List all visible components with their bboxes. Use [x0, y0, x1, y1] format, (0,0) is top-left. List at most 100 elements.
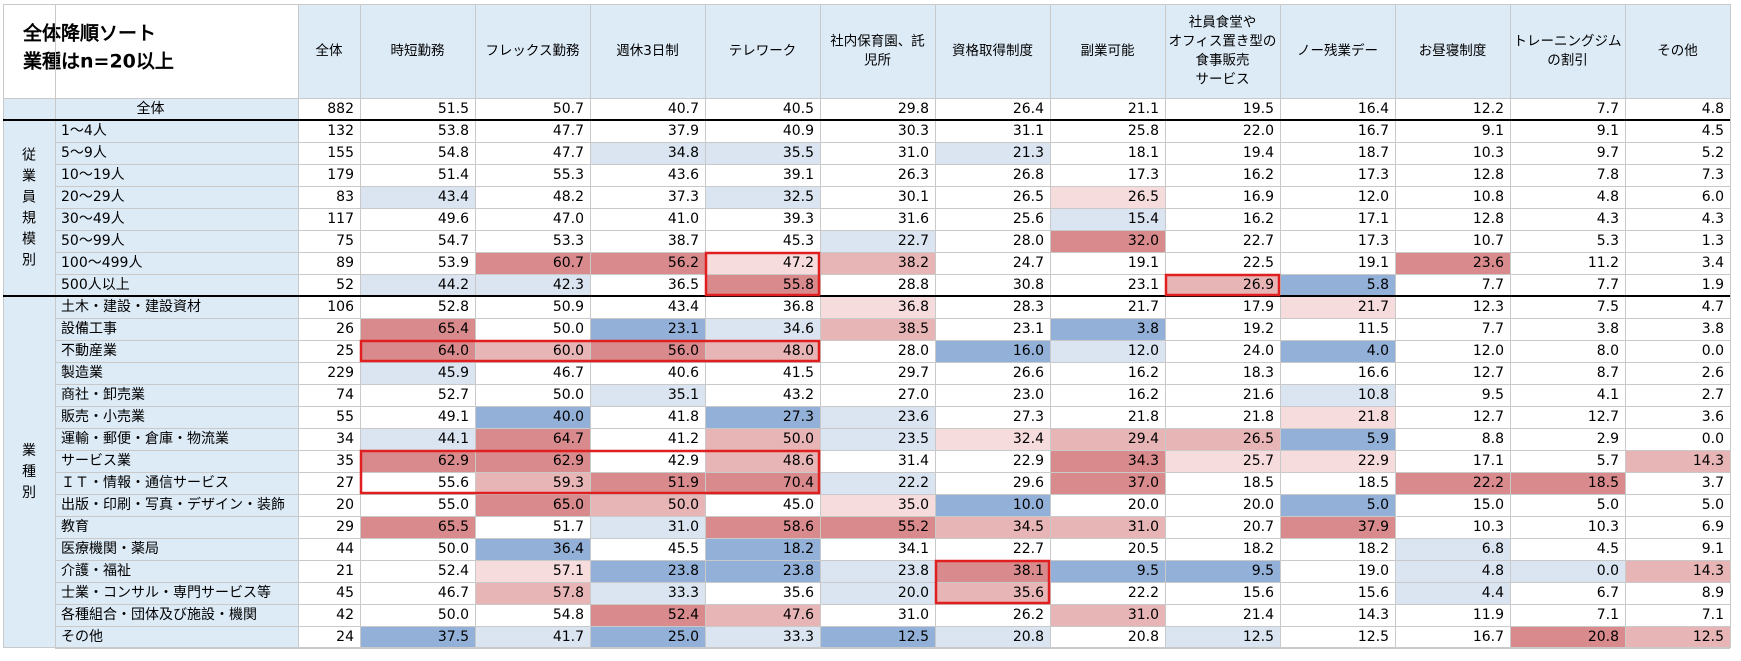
data-cell	[1395, 164, 1510, 186]
data-cell	[1395, 582, 1510, 604]
row-n-value: 75	[336, 233, 354, 249]
data-cell	[590, 120, 705, 142]
data-cell	[1625, 164, 1730, 186]
data-value: 38.1	[1013, 563, 1044, 579]
data-value: 22.0	[1243, 123, 1274, 139]
data-value: 23.1	[1013, 321, 1044, 337]
data-value: 10.0	[1013, 497, 1044, 513]
data-cell	[1510, 252, 1625, 274]
column-header-cell	[360, 4, 475, 98]
data-cell	[1165, 230, 1280, 252]
data-value: 43.4	[438, 189, 469, 205]
data-cell	[1165, 626, 1280, 648]
column-header-cell	[1510, 4, 1625, 98]
data-value: 26.5	[1128, 189, 1159, 205]
data-value: 10.3	[1473, 519, 1504, 535]
data-value: 22.2	[898, 475, 929, 491]
group-label-char: 規	[22, 211, 36, 227]
data-cell	[360, 252, 475, 274]
data-cell	[1510, 428, 1625, 450]
data-value: 21.6	[1243, 387, 1274, 403]
column-header-cell	[820, 4, 935, 98]
data-cell	[820, 406, 935, 428]
data-cell	[820, 384, 935, 406]
data-cell	[1625, 142, 1730, 164]
data-cell	[1050, 472, 1165, 494]
data-value: 38.2	[898, 255, 929, 271]
data-value: 18.5	[1243, 475, 1274, 491]
total-row-value: 21.1	[1128, 101, 1159, 117]
row-label: 製造業	[61, 365, 103, 381]
row-label: 教育	[61, 519, 89, 535]
data-value: 23.6	[1473, 255, 1504, 271]
data-value: 55.0	[438, 497, 469, 513]
data-cell	[1510, 582, 1625, 604]
data-value: 18.3	[1243, 365, 1274, 381]
row-label-cell	[55, 538, 298, 560]
data-cell	[1050, 406, 1165, 428]
row-label: 商社・卸売業	[61, 387, 145, 403]
data-cell	[590, 494, 705, 516]
data-value: 56.0	[668, 343, 699, 359]
data-cell	[1625, 582, 1730, 604]
data-cell	[1625, 472, 1730, 494]
data-value: 30.8	[1013, 277, 1044, 293]
data-cell	[475, 296, 590, 318]
row-n-value: 44	[336, 541, 354, 557]
data-cell	[1165, 516, 1280, 538]
data-cell	[1280, 230, 1395, 252]
data-value: 21.7	[1128, 299, 1159, 315]
data-cell	[1165, 538, 1280, 560]
data-cell	[820, 494, 935, 516]
data-cell	[1395, 230, 1510, 252]
data-value: 9.1	[1702, 541, 1724, 557]
data-cell	[360, 230, 475, 252]
data-cell	[935, 626, 1050, 648]
data-value: 41.5	[783, 365, 814, 381]
data-value: 19.2	[1243, 321, 1274, 337]
data-value: 18.5	[1358, 475, 1389, 491]
row-n-value: 83	[336, 189, 354, 205]
data-cell	[820, 472, 935, 494]
data-cell	[1395, 340, 1510, 362]
data-value: 38.5	[898, 321, 929, 337]
data-cell	[935, 450, 1050, 472]
data-value: 27.0	[898, 387, 929, 403]
data-cell	[360, 406, 475, 428]
row-label-cell	[55, 450, 298, 472]
data-cell	[1510, 164, 1625, 186]
data-cell	[820, 516, 935, 538]
data-value: 20.8	[1013, 629, 1044, 645]
data-cell	[475, 428, 590, 450]
row-label-cell	[55, 582, 298, 604]
data-cell	[1050, 274, 1165, 296]
data-value: 20.0	[898, 585, 929, 601]
data-value: 4.4	[1482, 585, 1504, 601]
column-header-label: 児所	[864, 53, 891, 69]
data-value: 52.4	[668, 607, 699, 623]
data-value: 5.8	[1367, 277, 1389, 293]
data-cell	[1625, 384, 1730, 406]
data-cell	[360, 362, 475, 384]
data-value: 26.2	[1013, 607, 1044, 623]
data-value: 51.4	[438, 167, 469, 183]
group-label-char: 別	[22, 485, 36, 501]
total-row-label: 全体	[137, 100, 165, 117]
data-value: 28.0	[898, 343, 929, 359]
data-value: 7.3	[1702, 167, 1724, 183]
n-cell	[298, 406, 360, 428]
data-value: 9.1	[1597, 123, 1619, 139]
data-value: 31.0	[668, 519, 699, 535]
data-value: 7.1	[1702, 607, 1724, 623]
data-value: 22.7	[1243, 233, 1274, 249]
data-value: 22.9	[1358, 453, 1389, 469]
data-cell	[705, 494, 820, 516]
row-label-cell	[55, 318, 298, 340]
data-value: 35.1	[668, 387, 699, 403]
data-value: 4.1	[1597, 387, 1619, 403]
group-label-char: 業	[22, 169, 36, 185]
group-label-cell	[3, 120, 55, 296]
data-cell	[1625, 296, 1730, 318]
data-value: 54.7	[438, 233, 469, 249]
